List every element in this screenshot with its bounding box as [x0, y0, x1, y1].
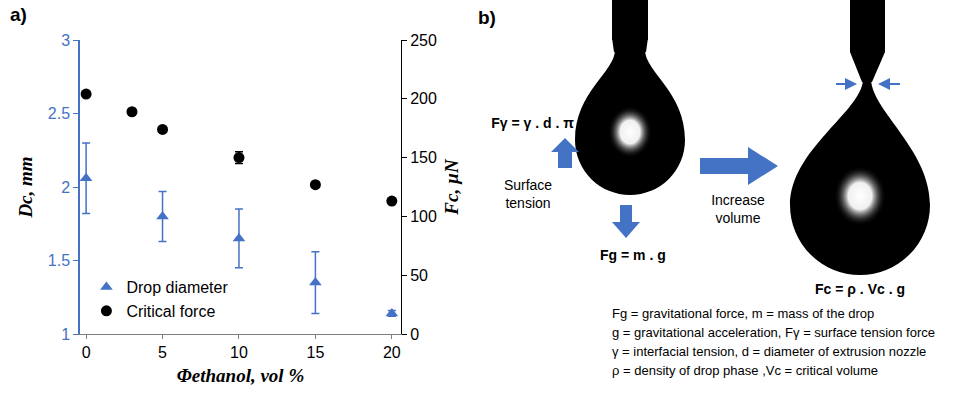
svg-text:Drop diameter: Drop diameter: [126, 279, 228, 296]
svg-text:0: 0: [410, 326, 419, 343]
svg-text:5: 5: [158, 344, 167, 361]
svg-text:volume: volume: [715, 210, 760, 226]
svg-text:Fc = ρ . Vc . g: Fc = ρ . Vc . g: [815, 281, 905, 297]
svg-text:b): b): [478, 7, 496, 28]
svg-text:Dc, mm: Dc, mm: [15, 156, 36, 218]
html-text:a): a): [10, 4, 27, 25]
svg-text:Fg = m . g: Fg = m . g: [600, 247, 666, 263]
svg-text:3: 3: [61, 32, 70, 49]
svg-text:Φethanol, vol %: Φethanol, vol %: [177, 365, 304, 386]
svg-text:20: 20: [383, 344, 401, 361]
svg-text:1.5: 1.5: [48, 252, 70, 269]
svg-text:15: 15: [307, 344, 325, 361]
svg-text:2: 2: [61, 179, 70, 196]
svg-text:Fg = gravitational force, m =: Fg = gravitational force, m = mass of th…: [612, 306, 874, 321]
svg-text:Fc, µN: Fc, µN: [441, 158, 462, 216]
svg-text:Fγ = γ . d . π: Fγ = γ . d . π: [491, 115, 574, 131]
svg-text:2.5: 2.5: [48, 105, 70, 122]
svg-text:Increase: Increase: [711, 192, 765, 208]
svg-text:0: 0: [82, 344, 91, 361]
svg-text:1: 1: [61, 326, 70, 343]
svg-text:ρ = density of drop phase ,Vc: ρ = density of drop phase ,Vc = critical…: [612, 363, 878, 378]
svg-text:100: 100: [410, 208, 437, 225]
svg-text:150: 150: [410, 149, 437, 166]
svg-text:Critical force: Critical force: [126, 303, 215, 320]
svg-text:50: 50: [410, 267, 428, 284]
svg-text:Surface: Surface: [504, 177, 552, 193]
svg-text:g = gravitational acceleration: g = gravitational acceleration, Fγ = sur…: [612, 325, 935, 340]
svg-text:tension: tension: [505, 195, 550, 211]
svg-text:γ = interfacial tension, d = d: γ = interfacial tension, d = diameter of…: [612, 344, 926, 359]
svg-text:10: 10: [230, 344, 248, 361]
svg-text:250: 250: [410, 32, 437, 49]
svg-text:200: 200: [410, 90, 437, 107]
